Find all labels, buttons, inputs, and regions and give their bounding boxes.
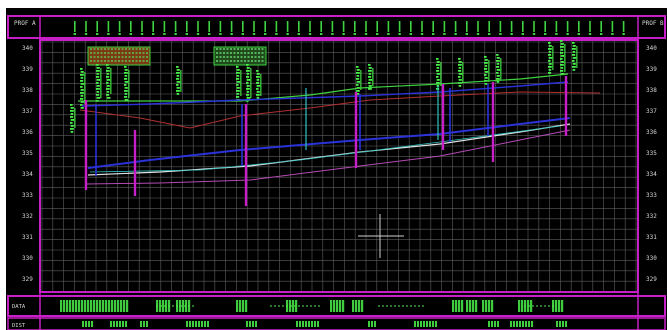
axis-right-tick-label: 339 <box>646 66 657 73</box>
top-ruler-frame <box>7 15 666 39</box>
bottom-table-frame-2 <box>7 317 666 330</box>
axis-right-tick-label: 336 <box>646 129 657 136</box>
axis-right-tick-label: 334 <box>646 171 657 178</box>
axis-left-tick-label: 335 <box>22 150 33 157</box>
axis-right-tick-label: 331 <box>646 234 657 241</box>
station-posts <box>84 76 568 206</box>
bottom-table-entries <box>60 300 567 327</box>
bottom-row-label-2: DIST <box>12 323 26 329</box>
axis-left-tick-label: 332 <box>22 213 33 220</box>
axis-right-tick-label: 340 <box>646 45 657 52</box>
bottom-table-frame-1 <box>7 295 666 317</box>
axis-right-tick-label: 338 <box>646 87 657 94</box>
axis-right-tick-label: 329 <box>646 276 657 283</box>
elevation-axis-left: 340 339 338 337 336 335 334 333 332 331 330 329 <box>22 45 33 283</box>
axis-left-tick-label: 340 <box>22 45 33 52</box>
axis-right-tick-label: 332 <box>646 213 657 220</box>
axis-left-tick-label: 333 <box>22 192 33 199</box>
hatched-block-left <box>87 46 151 66</box>
cyan-line <box>89 125 561 173</box>
station-annotations <box>70 40 578 133</box>
bottom-row-label-1: DATA <box>12 304 26 310</box>
right-corner-tag: PROF B <box>642 20 664 27</box>
hatched-block-right <box>213 46 267 66</box>
axis-left-tick-label: 329 <box>22 276 33 283</box>
axis-left-tick-label: 330 <box>22 255 33 262</box>
axis-right-tick-label: 337 <box>646 108 657 115</box>
axis-left-tick-label: 336 <box>22 129 33 136</box>
axis-left-tick-label: 337 <box>22 108 33 115</box>
axis-left-tick-label: 334 <box>22 171 33 178</box>
axis-right-tick-label: 335 <box>646 150 657 157</box>
axis-left-tick-label: 331 <box>22 234 33 241</box>
axis-right-tick-label: 330 <box>646 255 657 262</box>
axis-left-tick-label: 339 <box>22 66 33 73</box>
left-corner-tag: PROF A <box>14 20 36 27</box>
axis-left-tick-label: 338 <box>22 87 33 94</box>
crosshair-cursor[interactable] <box>358 214 404 258</box>
station-ticks <box>73 21 625 35</box>
elevation-axis-right: 340 339 338 337 336 335 334 333 332 331 330 329 <box>646 45 657 283</box>
pipe-base-line <box>85 129 571 185</box>
ground-line <box>78 73 569 102</box>
axis-right-tick-label: 333 <box>646 192 657 199</box>
